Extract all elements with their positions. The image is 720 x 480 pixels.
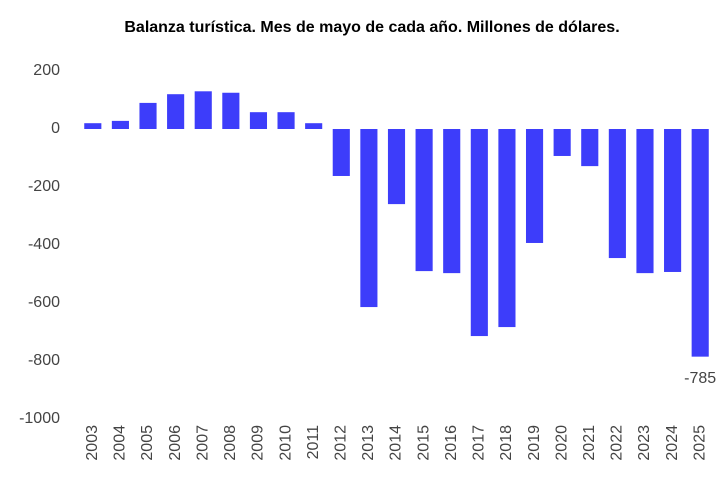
x-tick-label: 2024 <box>664 425 681 461</box>
bar <box>249 112 268 129</box>
bar <box>139 102 157 129</box>
x-tick-label: 2004 <box>112 425 129 461</box>
bar <box>111 120 129 129</box>
y-tick-label: 200 <box>33 62 60 79</box>
value-label: -785 <box>684 370 716 387</box>
x-tick-label: 2017 <box>471 425 488 461</box>
y-tick-label: -400 <box>28 236 60 253</box>
bar <box>194 91 212 129</box>
x-tick-label: 2003 <box>84 425 101 461</box>
y-tick-label: -800 <box>28 352 60 369</box>
y-tick-label: -1000 <box>19 410 60 427</box>
x-tick-label: 2012 <box>333 425 350 461</box>
bar <box>498 129 516 328</box>
x-tick-label: 2021 <box>581 425 598 461</box>
bar <box>581 129 599 167</box>
x-tick-label: 2020 <box>553 425 570 461</box>
x-tick-label: 2014 <box>388 425 405 461</box>
bar <box>84 123 102 129</box>
x-tick-label: 2025 <box>691 425 708 461</box>
bar <box>636 129 654 274</box>
bar <box>443 129 461 274</box>
x-tick-label: 2016 <box>443 425 460 461</box>
bar <box>415 129 433 272</box>
bar <box>525 129 544 243</box>
x-tick-label: 2022 <box>609 425 626 461</box>
x-tick-label: 2010 <box>277 425 294 461</box>
y-tick-label: -600 <box>28 294 60 311</box>
bar <box>470 129 488 337</box>
bar <box>553 129 571 156</box>
bar <box>691 129 709 357</box>
bar <box>167 94 185 129</box>
bar <box>608 129 626 259</box>
x-tick-label: 2007 <box>194 425 211 461</box>
chart-title: Balanza turística. Mes de mayo de cada a… <box>124 19 619 36</box>
x-tick-label: 2023 <box>636 425 653 461</box>
bar <box>332 129 350 176</box>
bar <box>305 123 323 129</box>
x-tick-label: 2015 <box>415 425 432 461</box>
x-tick-label: 2006 <box>167 425 184 461</box>
x-tick-label: 2013 <box>360 425 377 461</box>
x-tick-label: 2019 <box>526 425 543 461</box>
x-tick-label: 2011 <box>305 425 322 460</box>
bar <box>387 129 406 205</box>
bar <box>277 112 295 129</box>
bar <box>222 92 240 129</box>
bar <box>360 129 378 308</box>
bar <box>664 129 682 272</box>
x-tick-label: 2018 <box>498 425 515 461</box>
y-tick-label: 0 <box>51 120 60 137</box>
y-tick-label: -200 <box>28 178 60 195</box>
x-tick-label: 2008 <box>222 425 239 461</box>
x-tick-label: 2005 <box>139 425 156 461</box>
x-tick-label: 2009 <box>250 425 267 461</box>
